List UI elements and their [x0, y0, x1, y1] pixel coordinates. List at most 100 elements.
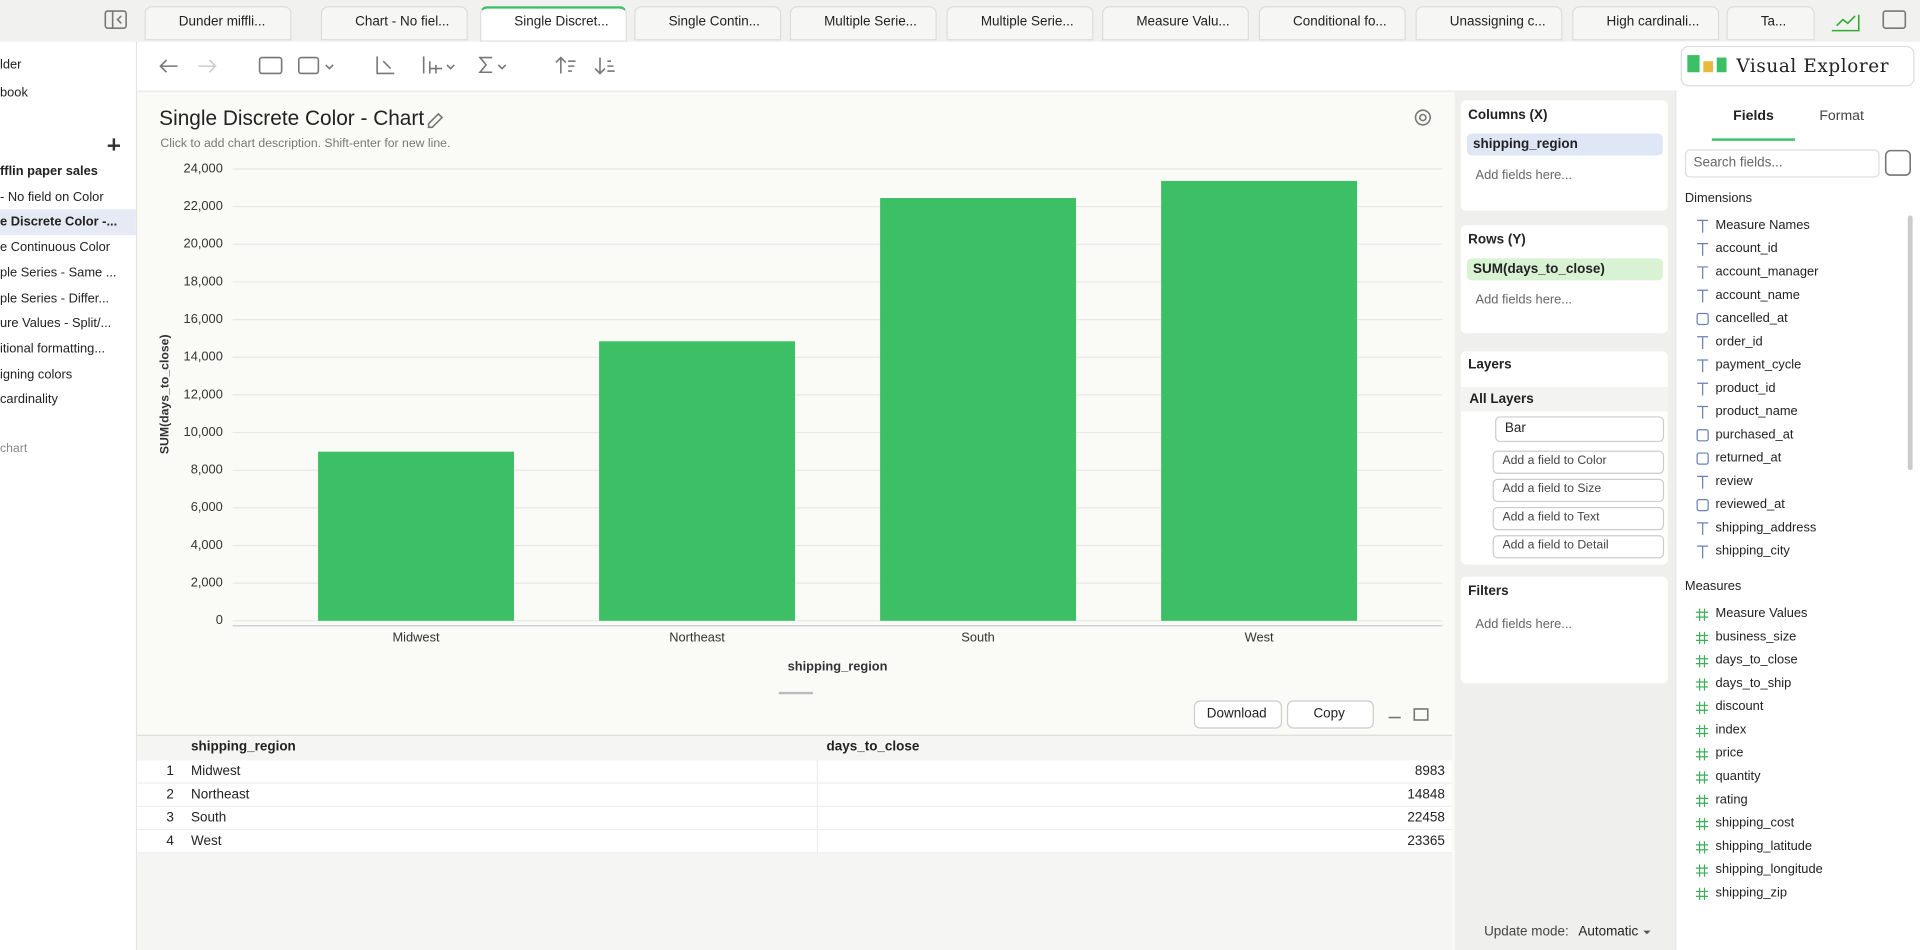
tab[interactable]	[144, 6, 292, 41]
measure-field[interactable]: shipping_longitude	[1715, 862, 1823, 877]
sidebar-item[interactable]: lder	[0, 57, 22, 73]
measure-field[interactable]: days_to_ship	[1715, 675, 1792, 691]
encoding-placeholder[interactable]: Add a field to Size	[1502, 482, 1602, 496]
dimension-field[interactable]: Measure Names	[1715, 217, 1810, 233]
pill-label[interactable]: shipping_region	[1473, 137, 1578, 152]
encoding-placeholder[interactable]: Add a field to Text	[1502, 510, 1600, 525]
tab[interactable]	[1572, 6, 1720, 41]
panel-tab[interactable]: Fields	[1733, 108, 1774, 124]
sidebar-item[interactable]: book	[0, 85, 28, 101]
tab-label[interactable]: Multiple Serie...	[980, 14, 1074, 30]
cell-divider	[816, 806, 818, 829]
dimension-field[interactable]: shipping_address	[1715, 520, 1817, 536]
dimension-field[interactable]: product_name	[1715, 404, 1798, 419]
text-icon	[1697, 475, 1709, 489]
sidebar-item[interactable]: itional formatting...	[0, 341, 106, 357]
encoding-placeholder[interactable]: Add a field to Detail	[1502, 538, 1609, 553]
sidebar-item[interactable]: - No field on Color	[0, 189, 104, 205]
measure-field[interactable]: days_to_close	[1715, 652, 1798, 668]
tab-label[interactable]: Single Contin...	[668, 14, 760, 30]
measure-field[interactable]: price	[1715, 745, 1744, 761]
dimension-field[interactable]: order_id	[1715, 334, 1763, 349]
selected-row	[0, 209, 136, 236]
tab[interactable]	[946, 6, 1094, 41]
measure-field[interactable]: Measure Values	[1715, 606, 1808, 621]
tab-label[interactable]: Ta...	[1760, 14, 1787, 30]
layers-all[interactable]: All Layers	[1469, 391, 1534, 407]
sidebar-item[interactable]: ple Series - Differ...	[0, 290, 110, 306]
measure-field[interactable]: shipping_zip	[1715, 885, 1788, 901]
sidebar-item[interactable]: e Discrete Color -...	[0, 214, 118, 230]
sidebar-item[interactable]: fflin paper sales	[0, 164, 98, 179]
mark-type[interactable]: Bar	[1504, 421, 1526, 436]
app-title[interactable]: Visual Explorer	[1736, 55, 1890, 78]
tab-label[interactable]: Measure Valu...	[1136, 14, 1230, 30]
tab-label[interactable]: Unassigning c...	[1449, 14, 1546, 30]
shelf-placeholder: Add fields here...	[1475, 167, 1572, 183]
sidebar-item[interactable]: cardinality	[0, 392, 58, 407]
sidebar-item[interactable]: igning colors	[0, 366, 73, 382]
tab[interactable]	[480, 6, 627, 42]
add-button[interactable]	[112, 138, 116, 151]
measure-field[interactable]: rating	[1715, 792, 1748, 807]
update-value[interactable]: Automatic	[1578, 924, 1639, 940]
tab[interactable]	[1726, 6, 1815, 41]
measure-field[interactable]: shipping_cost	[1715, 815, 1795, 831]
dimension-field[interactable]: cancelled_at	[1715, 311, 1788, 326]
dimension-field[interactable]: review	[1715, 473, 1753, 489]
encoding-placeholder[interactable]: Add a field to Color	[1502, 454, 1607, 468]
button[interactable]	[1286, 700, 1374, 729]
button-label[interactable]: Copy	[1313, 706, 1345, 722]
tab[interactable]	[1415, 6, 1563, 41]
measure-field[interactable]: business_size	[1715, 629, 1797, 645]
pill[interactable]	[1466, 133, 1663, 156]
measure-field[interactable]: index	[1715, 722, 1747, 738]
dimension-field[interactable]: account_name	[1715, 287, 1800, 303]
measure-field[interactable]: discount	[1715, 699, 1764, 714]
search-placeholder[interactable]: Search fields...	[1693, 155, 1783, 171]
tab-label[interactable]: Dunder miffli...	[178, 14, 266, 30]
tab-label[interactable]: Single Discret...	[514, 14, 609, 30]
cell: West	[191, 833, 222, 849]
dimension-field[interactable]: returned_at	[1715, 450, 1782, 466]
measure-field[interactable]: shipping_latitude	[1715, 838, 1813, 854]
sidebar-item[interactable]: ure Values - Split/...	[0, 316, 112, 331]
sidebar-item[interactable]: ple Series - Same ...	[0, 265, 117, 281]
tab-label[interactable]: Chart - No fiel...	[355, 14, 450, 30]
tab[interactable]	[789, 6, 937, 41]
encoding-slot[interactable]	[1492, 450, 1665, 474]
tab[interactable]	[320, 6, 468, 41]
tab-label[interactable]: Conditional fo...	[1293, 14, 1387, 30]
pill-label[interactable]: SUM(days_to_close)	[1473, 262, 1605, 277]
dimension-field[interactable]: shipping_city	[1715, 543, 1790, 559]
button-label[interactable]: Download	[1206, 706, 1267, 722]
y-tick-label: 24,000	[184, 160, 223, 175]
row-index: 3	[166, 810, 174, 826]
shelf-title: Rows (Y)	[1468, 232, 1526, 248]
search-box[interactable]	[1684, 149, 1880, 178]
encoding-slot[interactable]	[1492, 506, 1665, 531]
tab[interactable]	[1258, 6, 1406, 41]
tab-label[interactable]: High cardinali...	[1606, 14, 1700, 30]
panel-tab[interactable]: Format	[1819, 108, 1864, 124]
button[interactable]	[1193, 700, 1283, 729]
tab[interactable]	[634, 6, 782, 41]
dimension-field[interactable]: payment_cycle	[1715, 357, 1802, 373]
dimension-field[interactable]: account_manager	[1715, 264, 1819, 280]
measure-field[interactable]: quantity	[1715, 768, 1761, 784]
cell: South	[191, 810, 227, 826]
bar	[318, 451, 514, 621]
encoding-slot[interactable]	[1492, 478, 1665, 503]
date-icon	[1696, 429, 1709, 442]
tab[interactable]	[1102, 6, 1249, 41]
y-tick-label: 0	[216, 612, 223, 627]
dimension-field[interactable]: account_id	[1715, 241, 1778, 256]
pill[interactable]	[1466, 258, 1663, 281]
sidebar-item[interactable]: e Continuous Color	[0, 240, 111, 255]
dimension-field[interactable]: purchased_at	[1715, 427, 1794, 443]
tab-label[interactable]: Multiple Serie...	[824, 14, 917, 30]
mark-select[interactable]	[1495, 416, 1665, 443]
encoding-slot[interactable]	[1492, 535, 1665, 559]
dimension-field[interactable]: product_id	[1715, 380, 1776, 396]
dimension-field[interactable]: reviewed_at	[1715, 497, 1785, 512]
